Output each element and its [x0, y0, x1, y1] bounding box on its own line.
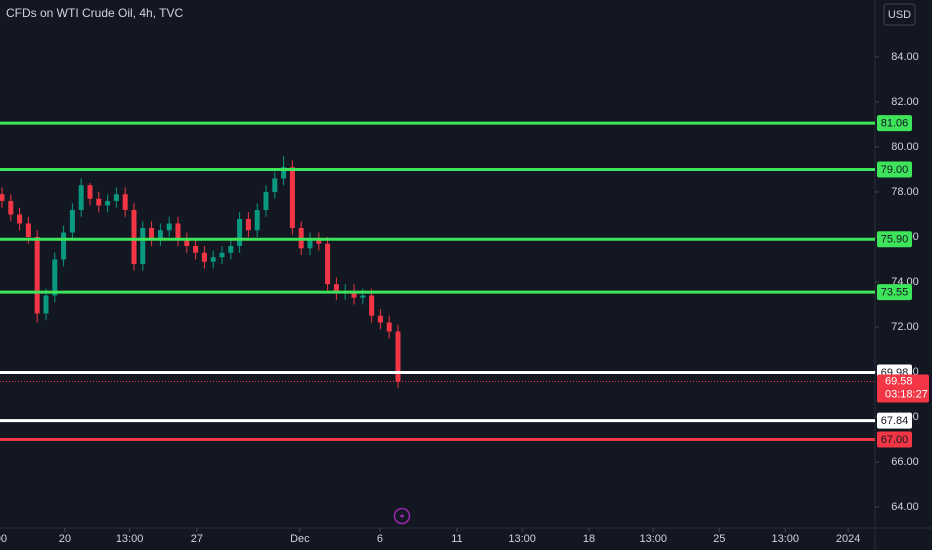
- level-tag: [877, 431, 912, 448]
- candle-body: [17, 214, 23, 224]
- candle-body: [263, 191, 269, 210]
- candle-body: [34, 236, 40, 314]
- candle-body: [113, 194, 119, 201]
- candle-body: [175, 223, 181, 240]
- countdown: 03:18:27: [885, 388, 928, 400]
- candle-body: [0, 194, 5, 201]
- candle-body: [289, 167, 295, 228]
- candle-body: [219, 252, 225, 258]
- x-tick-label: 6: [377, 533, 383, 545]
- candle-body: [395, 331, 401, 382]
- level-label: 75.90: [881, 234, 909, 246]
- candle-body: [157, 230, 163, 240]
- candle-body: [254, 209, 260, 231]
- currency-label[interactable]: USD: [888, 9, 911, 21]
- candle-body: [237, 218, 243, 246]
- candle-body: [351, 290, 357, 298]
- y-tick-label: 72.00: [891, 321, 919, 333]
- candle-body: [272, 178, 278, 192]
- candle-body: [369, 295, 375, 316]
- level-label: 81.06: [881, 118, 909, 130]
- candle-body: [245, 218, 251, 231]
- chart-title: CFDs on WTI Crude Oil, 4h, TVC: [6, 6, 183, 20]
- candle-body: [122, 194, 128, 210]
- currency-button[interactable]: [883, 3, 916, 26]
- x-tick-label: 20: [59, 533, 71, 545]
- candle-body: [360, 295, 366, 298]
- candle-body: [131, 209, 137, 264]
- candle-body: [386, 322, 392, 332]
- candle-body: [333, 284, 339, 294]
- candle-body: [96, 198, 102, 206]
- y-tick-label: 66.00: [891, 456, 919, 468]
- candle-body: [166, 223, 172, 231]
- candle-body: [228, 245, 234, 253]
- x-tick-label: Dec: [290, 533, 310, 545]
- candle-body: [87, 185, 93, 199]
- candle-body: [69, 209, 75, 233]
- plot-area: [0, 155, 401, 388]
- level-label: 67.00: [881, 434, 909, 446]
- y-tick-label: 78.00: [891, 186, 919, 198]
- y-tick-label: 64.00: [891, 501, 919, 513]
- y-tick-label: 82.00: [891, 96, 919, 108]
- candle-body: [377, 315, 383, 323]
- candle-body: [210, 257, 216, 262]
- candle-body: [307, 239, 313, 249]
- candle-body: [78, 185, 84, 210]
- x-tick-label: 27: [191, 533, 203, 545]
- candle-body: [325, 243, 331, 285]
- candle-body: [43, 295, 49, 314]
- level-label: 79.00: [881, 164, 909, 176]
- level-tag: [877, 115, 912, 132]
- x-tick-label: 13:00: [771, 533, 799, 545]
- level-tag: [877, 231, 912, 248]
- candle-body: [105, 200, 111, 206]
- y-tick-label: 80.00: [891, 141, 919, 153]
- x-tick-label: 13:00: [508, 533, 536, 545]
- candle-body: [184, 239, 190, 246]
- level-tag: [877, 284, 912, 301]
- y-tick-label: 84.00: [891, 51, 919, 63]
- last-price-tag: [877, 374, 929, 403]
- replay-icon[interactable]: [393, 507, 411, 525]
- candle-body: [8, 200, 14, 215]
- x-tick-label: 13:00: [639, 533, 667, 545]
- level-tag: [877, 412, 912, 429]
- candle-body: [52, 259, 58, 296]
- level-label: 73.55: [881, 287, 909, 299]
- candle-body: [149, 227, 155, 240]
- x-tick-label: 11: [451, 533, 462, 545]
- level-tag: [877, 161, 912, 178]
- x-tick-label: 2024: [836, 533, 860, 545]
- candle-body: [140, 227, 146, 264]
- x-tick-label: 25: [713, 533, 725, 545]
- x-tick-label: 13:00: [116, 533, 144, 545]
- candle-body: [316, 239, 322, 244]
- candle-body: [281, 167, 287, 179]
- candle-body: [201, 252, 207, 262]
- level-label: 67.84: [881, 415, 909, 427]
- candle-body: [193, 245, 199, 253]
- last-price-label: 69.58: [885, 375, 913, 387]
- candle-body: [25, 223, 31, 237]
- x-tick-label: 13:00: [0, 533, 7, 545]
- x-tick-label: 18: [583, 533, 595, 545]
- candle-body: [61, 232, 67, 260]
